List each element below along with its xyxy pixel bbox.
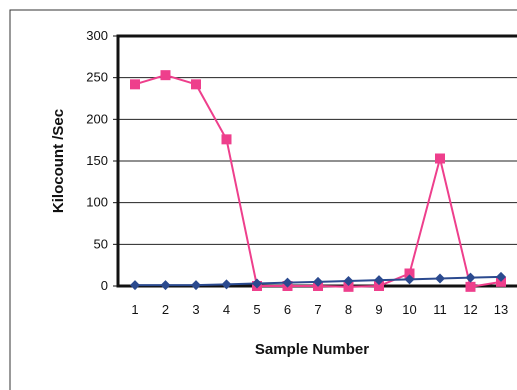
data-point-diamond [313,276,323,287]
data-point-diamond [191,280,201,291]
x-tick-label: 5 [253,302,260,317]
data-point-diamond [496,271,506,282]
x-tick-label: 12 [463,302,477,317]
x-tick-label: 8 [345,302,352,317]
y-axis-title: Kilocount /Sec [50,109,67,213]
series-2 [130,271,506,291]
y-tick-label: 50 [94,236,108,251]
data-point-diamond [465,272,476,283]
data-point-square [404,268,415,279]
data-point-diamond [160,280,171,291]
x-tick-label: 13 [494,302,508,317]
data-point-square [374,281,384,291]
x-tick-labels: 1 2 3 4 5 6 7 8 9 10 11 12 13 [131,302,508,317]
y-tick-label: 300 [86,28,108,43]
x-tick-label: 3 [192,302,199,317]
data-point-diamond [130,280,140,291]
x-tick-label: 10 [402,302,416,317]
data-point-square [435,153,445,164]
y-tick-label: 0 [101,278,108,293]
data-point-square [130,79,140,90]
y-tick-labels: 0 50 100 150 200 250 300 [86,28,118,293]
x-tick-label: 1 [131,302,138,317]
series-lines [130,70,506,292]
y-tick-label: 200 [86,111,108,126]
data-point-square [191,79,201,90]
chart-frame [9,9,517,390]
data-point-square [160,70,171,81]
y-tick-label: 100 [86,195,108,210]
x-tick-label: 6 [284,302,291,317]
x-tick-label: 11 [433,302,447,317]
data-point-diamond [435,273,445,284]
x-tick-label: 4 [223,302,230,317]
data-point-diamond [374,275,384,286]
data-point-diamond [221,279,232,290]
x-tick-label: 2 [162,302,169,317]
data-point-square [221,134,232,145]
data-point-diamond [404,274,415,285]
y-tick-label: 150 [86,153,108,168]
x-tick-label: 9 [375,302,382,317]
y-tick-label: 250 [86,70,108,85]
x-tick-label: 7 [314,302,321,317]
data-point-square [343,281,354,292]
data-point-diamond [252,278,262,289]
data-point-square [465,281,476,292]
data-point-diamond [282,277,293,288]
x-axis-title: Sample Number [255,341,369,358]
data-point-diamond [343,276,354,286]
